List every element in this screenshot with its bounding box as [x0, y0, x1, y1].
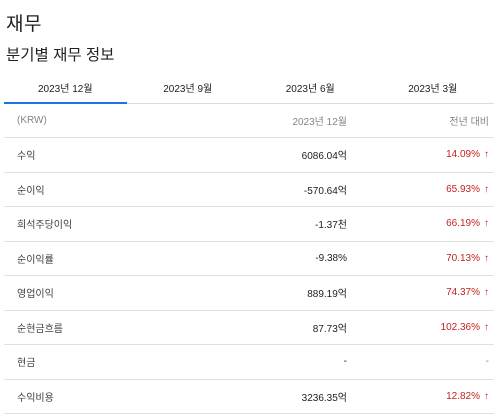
- section-subtitle: 분기별 재무 정보: [6, 43, 114, 65]
- arrow-up-icon: ↑: [484, 218, 489, 229]
- row-value: -570.64억: [242, 182, 347, 197]
- arrow-up-icon: ↑: [484, 322, 489, 333]
- row-yoy-change-value: 102.36%: [441, 322, 480, 333]
- row-value: -9.38%: [242, 253, 347, 264]
- row-yoy-change: -: [347, 356, 489, 367]
- arrow-up-icon: ↑: [484, 149, 489, 160]
- row-label: 영업이익: [4, 285, 242, 300]
- row-label: 순이익률: [4, 251, 242, 266]
- arrow-up-icon: ↑: [484, 287, 489, 298]
- row-value: -: [242, 356, 347, 367]
- row-yoy-change: 102.36% ↑: [347, 322, 489, 333]
- tab-2023-06[interactable]: 2023년 6월: [249, 72, 372, 103]
- period-tabs: 2023년 12월 2023년 9월 2023년 6월 2023년 3월: [4, 72, 494, 104]
- row-yoy-change-value: 12.82%: [446, 391, 480, 402]
- page-title: 재무: [6, 9, 42, 36]
- row-label: 현금: [4, 354, 242, 369]
- row-yoy-change: 74.37% ↑: [347, 287, 489, 298]
- table-header-row: (KRW) 2023년 12월 전년 대비: [4, 104, 494, 138]
- row-yoy-change: 66.19% ↑: [347, 218, 489, 229]
- currency-header: (KRW): [4, 115, 242, 126]
- row-label: 수익비용: [4, 389, 242, 404]
- row-label: 희석주당이익: [4, 216, 242, 231]
- yoy-header: 전년 대비: [347, 113, 489, 128]
- row-yoy-change-value: 66.19%: [446, 218, 480, 229]
- row-value: 6086.04억: [242, 147, 347, 162]
- row-yoy-change-value: 65.93%: [446, 184, 480, 195]
- row-label: 수익: [4, 147, 242, 162]
- row-yoy-change: 70.13% ↑: [347, 253, 489, 264]
- row-yoy-change: 12.82% ↑: [347, 391, 489, 402]
- row-yoy-change-value: -: [486, 356, 489, 367]
- table-row: 순이익-570.64억 65.93% ↑: [4, 173, 494, 208]
- row-yoy-change-value: 70.13%: [446, 253, 480, 264]
- period-header: 2023년 12월: [242, 113, 347, 128]
- table-row: 희석주당이익-1.37천 66.19% ↑: [4, 207, 494, 242]
- row-value: 889.19억: [242, 285, 347, 300]
- tab-2023-12[interactable]: 2023년 12월: [4, 72, 127, 103]
- row-yoy-change: 65.93% ↑: [347, 184, 489, 195]
- row-yoy-change-value: 74.37%: [446, 287, 480, 298]
- row-value: 87.73억: [242, 320, 347, 335]
- tab-2023-09[interactable]: 2023년 9월: [127, 72, 250, 103]
- table-row: 순이익률-9.38% 70.13% ↑: [4, 242, 494, 277]
- row-yoy-change-value: 14.09%: [446, 149, 480, 160]
- tab-2023-03[interactable]: 2023년 3월: [372, 72, 495, 103]
- row-label: 순이익: [4, 182, 242, 197]
- row-value: 3236.35억: [242, 389, 347, 404]
- row-yoy-change: 14.09% ↑: [347, 149, 489, 160]
- arrow-up-icon: ↑: [484, 391, 489, 402]
- arrow-up-icon: ↑: [484, 253, 489, 264]
- table-row: 현금--: [4, 345, 494, 380]
- arrow-up-icon: ↑: [484, 184, 489, 195]
- row-value: -1.37천: [242, 216, 347, 231]
- row-label: 순현금흐름: [4, 320, 242, 335]
